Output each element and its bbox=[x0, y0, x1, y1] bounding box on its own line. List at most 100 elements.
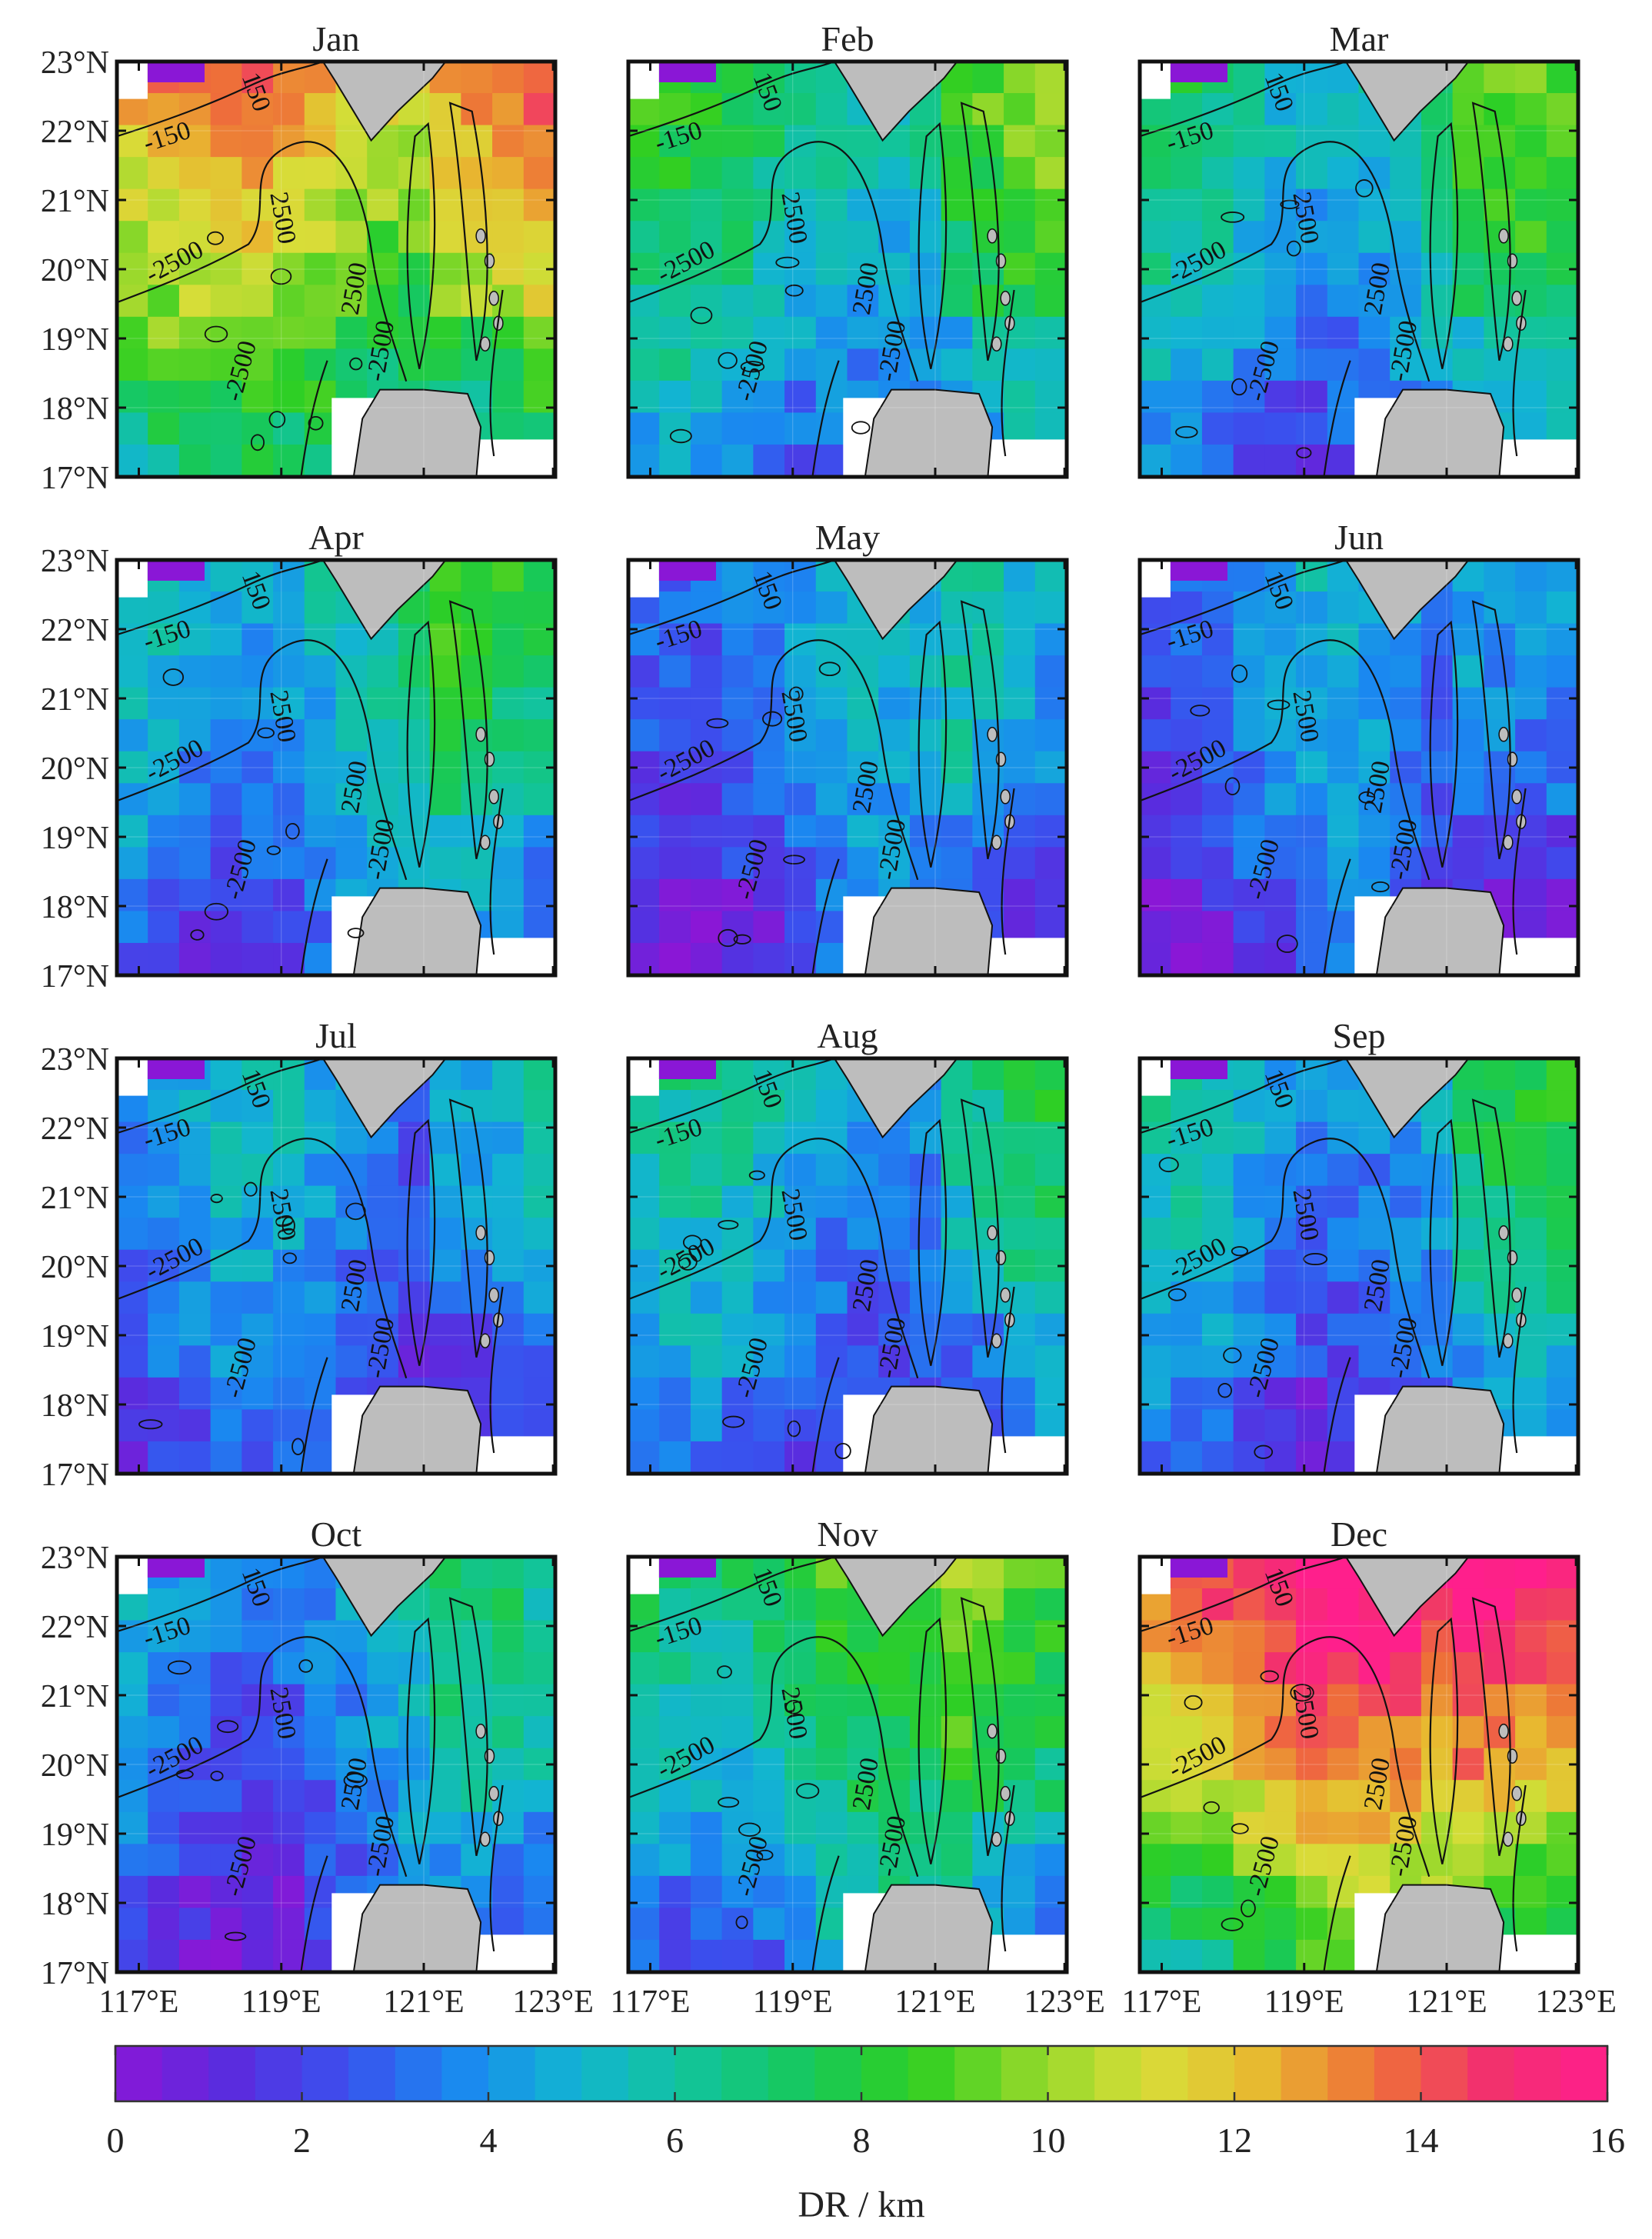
colorbar-segment bbox=[1374, 2046, 1422, 2101]
field-cell bbox=[659, 157, 691, 190]
field-cell bbox=[523, 1588, 555, 1621]
depth-contour bbox=[1267, 699, 1291, 711]
field-cell bbox=[1421, 655, 1454, 688]
field-cell bbox=[909, 285, 942, 318]
field-cell bbox=[398, 1281, 431, 1314]
field-cell bbox=[721, 1058, 754, 1091]
field-cell bbox=[335, 221, 368, 254]
field-cell bbox=[753, 380, 786, 414]
field-cell bbox=[335, 1620, 368, 1654]
field-cell bbox=[178, 1185, 211, 1219]
field-cell bbox=[1034, 1811, 1067, 1845]
depth-contour bbox=[785, 1700, 803, 1714]
field-cell bbox=[628, 911, 661, 944]
field-cell bbox=[721, 1748, 754, 1781]
field-cell bbox=[784, 911, 817, 944]
field-cell bbox=[304, 1281, 337, 1314]
depth-contour bbox=[117, 639, 408, 881]
field-cell bbox=[429, 1844, 462, 1877]
field-cell bbox=[690, 348, 723, 381]
field-cell bbox=[1546, 188, 1578, 222]
field-cell bbox=[659, 1218, 691, 1251]
island bbox=[1507, 1748, 1518, 1764]
field-cell bbox=[273, 1588, 305, 1621]
map-panels: -150150-25002500-25002500-2500Jan23°N22°… bbox=[41, 19, 1617, 2020]
depth-contour bbox=[1260, 1670, 1279, 1683]
field-cell bbox=[1546, 687, 1578, 721]
field-cell bbox=[784, 1652, 817, 1685]
field-cell bbox=[690, 911, 723, 944]
field-cell bbox=[1233, 1218, 1266, 1251]
field-cell bbox=[1264, 1588, 1297, 1621]
colorbar-segment bbox=[1187, 2046, 1235, 2101]
field-cell bbox=[941, 157, 974, 190]
field-cell bbox=[1264, 1313, 1297, 1347]
field-cell bbox=[1201, 1281, 1234, 1314]
field-cell bbox=[1034, 221, 1067, 254]
field-cell bbox=[972, 348, 1005, 381]
field-cell bbox=[628, 687, 661, 721]
field-cell bbox=[1327, 1844, 1360, 1877]
field-cell bbox=[1296, 1844, 1328, 1877]
field-cell bbox=[815, 591, 848, 625]
depth-contour bbox=[406, 1617, 436, 1864]
field-cell bbox=[1546, 719, 1578, 752]
field-cell bbox=[1390, 157, 1422, 190]
field-cell bbox=[492, 1684, 525, 1718]
field-cell bbox=[941, 751, 974, 785]
field-cell bbox=[1515, 1058, 1547, 1091]
field-cell bbox=[210, 1154, 243, 1187]
field-cell bbox=[1264, 1875, 1297, 1909]
nodata-mask bbox=[117, 62, 148, 99]
field-cell bbox=[1327, 783, 1360, 816]
field-cell bbox=[178, 1716, 211, 1749]
field-cell bbox=[628, 1811, 661, 1845]
field-cell bbox=[815, 221, 848, 254]
field-cell bbox=[659, 1409, 691, 1442]
depth-contour bbox=[207, 231, 224, 245]
depth-contour bbox=[756, 1849, 774, 1861]
field-cell bbox=[690, 1121, 723, 1155]
field-cell bbox=[1515, 1090, 1547, 1123]
field-cell bbox=[210, 1441, 243, 1474]
field-cell bbox=[1201, 1907, 1234, 1941]
field-cell bbox=[210, 285, 243, 318]
field-cell bbox=[1515, 1377, 1547, 1411]
field-cell bbox=[1140, 157, 1172, 190]
field-cell bbox=[1296, 1154, 1328, 1187]
field-cell bbox=[1233, 1875, 1266, 1909]
field-cell bbox=[659, 125, 691, 158]
field-cell bbox=[1171, 1409, 1203, 1442]
field-cell bbox=[429, 157, 462, 190]
field-cell bbox=[178, 1748, 211, 1781]
field-cell bbox=[941, 1652, 974, 1685]
field-cell bbox=[523, 1844, 555, 1877]
field-cell bbox=[241, 188, 275, 222]
field-cell bbox=[367, 285, 399, 318]
field-cell bbox=[690, 1652, 723, 1685]
field-cell bbox=[178, 316, 211, 350]
field-cell bbox=[210, 751, 243, 785]
field-cell bbox=[1171, 157, 1203, 190]
x-tick-label: 121°E bbox=[383, 1984, 464, 2020]
field-cell bbox=[117, 1185, 149, 1219]
field-cell bbox=[273, 751, 305, 785]
field-cell bbox=[1140, 1907, 1172, 1941]
island bbox=[1507, 1250, 1518, 1265]
field-cell bbox=[492, 560, 525, 593]
field-cell bbox=[210, 878, 243, 912]
island bbox=[987, 228, 998, 244]
shelf-region bbox=[658, 560, 716, 581]
field-cell bbox=[210, 1090, 243, 1123]
island bbox=[1507, 751, 1518, 767]
field-cell bbox=[1004, 1716, 1036, 1749]
field-cell bbox=[241, 1345, 275, 1378]
field-cell bbox=[1034, 285, 1067, 318]
field-cell bbox=[1201, 316, 1234, 350]
depth-contour bbox=[347, 928, 365, 938]
depth-contour bbox=[1140, 1636, 1431, 1877]
depth-contour bbox=[167, 1660, 192, 1675]
field-cell bbox=[178, 252, 211, 286]
